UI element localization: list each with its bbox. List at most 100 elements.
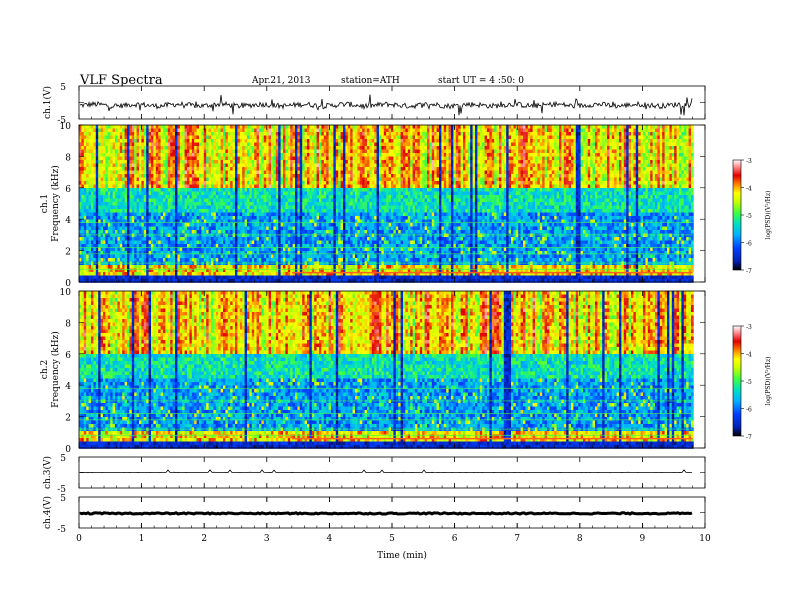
spectrogram-cell [288,160,291,164]
spectrogram-cell [108,258,111,262]
spectrogram-cell [168,136,171,140]
spectrogram-cell [317,153,320,157]
spectrogram-cell [300,174,303,178]
spectrogram-cell [276,153,279,157]
spectrogram-cell [247,150,250,154]
spectrogram-cell [173,272,176,276]
spectrogram-cell [127,129,130,133]
spectrogram-cell [161,129,164,133]
spectrogram-cell [314,206,317,210]
spectrogram-cell [117,209,120,213]
spectrogram-cell [324,181,327,185]
spectrogram-cell [153,199,156,203]
spectrogram-cell [278,164,281,168]
spectrogram-cell [329,216,332,220]
spectrogram-cell [252,181,255,185]
spectrogram-cell [242,153,245,157]
spectrogram-cell [173,153,176,157]
spectrogram-cell [185,181,188,185]
spectrogram-cell [173,136,176,140]
spectrogram-cell [240,265,243,269]
spectrogram-cell [81,125,84,129]
spectrogram-cell [161,195,164,199]
spectrogram-cell [254,139,257,143]
spectrogram-cell [134,206,137,210]
spectrogram-cell [127,178,130,182]
spectrogram-cell [91,276,94,280]
spectrogram-cell [213,143,216,147]
spectrogram-cell [117,195,120,199]
spectrogram-cell [122,206,125,210]
spectrogram-cell [201,188,204,192]
spectrogram-cell [206,206,209,210]
spectrogram-cell [182,174,185,178]
spectrogram-cell [237,129,240,133]
spectrogram-cell [113,272,116,276]
spectrogram-cell [201,125,204,129]
spectrogram-cell [319,167,322,171]
spectrogram-cell [156,272,159,276]
spectrogram-cell [187,174,190,178]
spectrogram-cell [156,223,159,227]
spectrogram-cell [151,237,154,241]
spectrogram-cell [290,199,293,203]
spectrogram-cell [137,157,140,161]
spectrogram-cell [283,125,286,129]
spectrogram-cell [129,125,132,129]
spectrogram-cell [165,160,168,164]
spectrogram-cell [127,241,130,245]
spectrogram-cell [192,143,195,147]
spectrogram-cell [151,153,154,157]
spectrogram-cell [230,129,233,133]
spectrogram-cell [293,136,296,140]
spectrogram-cell [81,160,84,164]
spectrogram-cell [120,150,123,154]
spectrogram-cell [127,272,130,276]
spectrogram-cell [84,181,87,185]
spectrogram-cell [120,139,123,143]
spectrogram-cell [98,237,101,241]
spectrogram-cell [336,276,339,280]
spectrogram-cell [156,143,159,147]
spectrogram-cell [146,178,149,182]
spectrogram-cell [197,185,200,189]
spectrogram-cell [199,276,202,280]
spectrogram-cell [108,209,111,213]
spectrogram-cell [276,265,279,269]
spectrogram-cell [228,241,231,245]
spectrogram-cell [285,199,288,203]
spectrogram-cell [168,227,171,231]
spectrogram-cell [211,272,214,276]
spectrogram-cell [125,185,128,189]
spectrogram-cell [252,188,255,192]
spectrogram-cell [125,272,128,276]
spectrogram-cell [185,241,188,245]
spectrogram-cell [89,164,92,168]
spectrogram-cell [223,199,226,203]
spectrogram-cell [98,227,101,231]
spectrogram-cell [273,199,276,203]
spectrogram-cell [252,227,255,231]
spectrogram-cell [84,192,87,196]
spectrogram-cell [228,178,231,182]
spectrogram-cell [283,188,286,192]
spectrogram-cell [189,174,192,178]
spectrogram-cell [120,255,123,259]
spectrogram-cell [290,258,293,262]
spectrogram-cell [103,206,106,210]
spectrogram-cell [139,136,142,140]
spectrogram-cell [185,227,188,231]
spectrogram-cell [333,195,336,199]
spectrogram-cell [295,185,298,189]
spectrogram-cell [295,265,298,269]
spectrogram-cell [161,223,164,227]
spectrogram-cell [293,146,296,150]
spectrogram-cell [331,206,334,210]
spectrogram-cell [173,185,176,189]
spectrogram-cell [216,150,219,154]
spectrogram-cell [329,227,332,231]
spectrogram-cell [189,185,192,189]
spectrogram-cell [127,188,130,192]
spectrogram-cell [177,157,180,161]
spectrogram-cell [144,202,147,206]
